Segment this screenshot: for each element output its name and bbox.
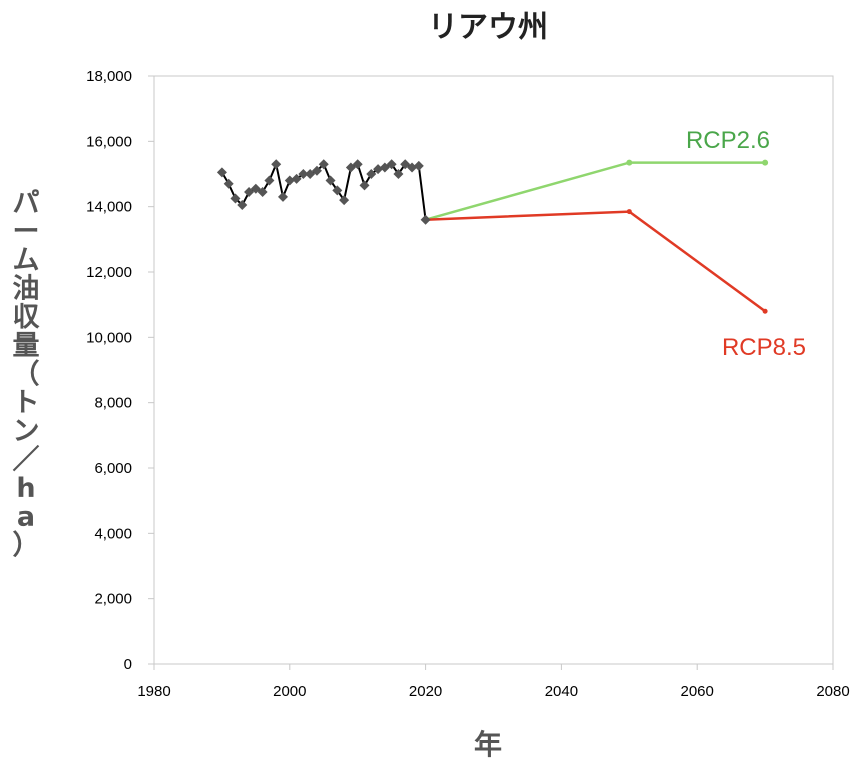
observed-point	[379, 162, 390, 173]
observed-point	[244, 186, 255, 197]
observed-point	[298, 169, 309, 179]
y-tick-label: 4,000	[94, 525, 132, 542]
observed-point	[311, 165, 322, 176]
observed-point	[237, 200, 248, 211]
x-axis-ticks: 1980 2000 2020 2040 2060 2080	[137, 664, 850, 700]
plot-area-border	[153, 75, 834, 665]
rcp85-line	[425, 210, 766, 313]
chart-title: リアウ州	[428, 10, 548, 45]
x-tick-label: 2060	[681, 683, 714, 700]
observed-point	[420, 214, 431, 225]
observed-point	[223, 178, 234, 189]
observed-point	[271, 159, 282, 170]
observed-point	[393, 169, 404, 179]
rcp26-point	[626, 159, 633, 166]
observed-point	[284, 175, 295, 186]
y-tick-label: 2,000	[94, 591, 132, 608]
x-tick-label: 1980	[137, 683, 170, 700]
observed-point	[386, 159, 397, 170]
y-tick-label: 8,000	[94, 395, 132, 412]
y-axis-ticks: 0 2,000 4,000 6,000 8,000 10,000 12,000 14,000 1…	[86, 68, 154, 673]
observed-point	[264, 175, 275, 186]
observed-point	[230, 193, 241, 204]
observed-point	[305, 169, 316, 179]
observed-point	[359, 180, 370, 191]
y-axis-label: パーム油収量（トン／ h a）	[13, 188, 41, 561]
rcp26-line	[425, 161, 766, 221]
observed-point	[325, 175, 336, 186]
observed-point	[250, 183, 261, 194]
series-layer	[216, 159, 769, 314]
observed-point	[366, 169, 377, 179]
observed-point	[373, 164, 384, 175]
rcp85-point	[762, 308, 768, 314]
observed-point	[413, 160, 424, 171]
x-tick-label: 2000	[273, 683, 306, 700]
rcp85-label: RCP8.5	[722, 334, 806, 361]
observed-point	[352, 159, 363, 170]
y-tick-label: 12,000	[86, 264, 132, 281]
observed-point	[339, 195, 350, 206]
x-tick-label: 2020	[409, 683, 442, 700]
observed-point	[291, 173, 302, 184]
x-axis-label: 年	[474, 728, 502, 761]
y-tick-label: 14,000	[86, 199, 132, 216]
x-tick-label: 2080	[816, 683, 849, 700]
y-tick-label: 6,000	[94, 460, 132, 477]
observed-point	[278, 191, 289, 202]
y-tick-label: 0	[124, 656, 132, 673]
y-tick-label: 18,000	[86, 68, 132, 85]
y-tick-label: 16,000	[86, 133, 132, 150]
x-tick-label: 2040	[545, 683, 578, 700]
observed-point	[407, 162, 418, 173]
rcp26-point	[762, 159, 769, 166]
plot-frame	[153, 75, 834, 665]
observed-point	[216, 167, 227, 178]
y-tick-label: 10,000	[86, 329, 132, 346]
observed-point	[400, 159, 411, 170]
observed-point	[332, 185, 343, 196]
observed-point	[257, 186, 268, 197]
rcp85-point	[626, 209, 632, 215]
rcp26-label: RCP2.6	[686, 127, 770, 154]
observed-point	[345, 162, 356, 173]
observed-point	[318, 159, 329, 170]
